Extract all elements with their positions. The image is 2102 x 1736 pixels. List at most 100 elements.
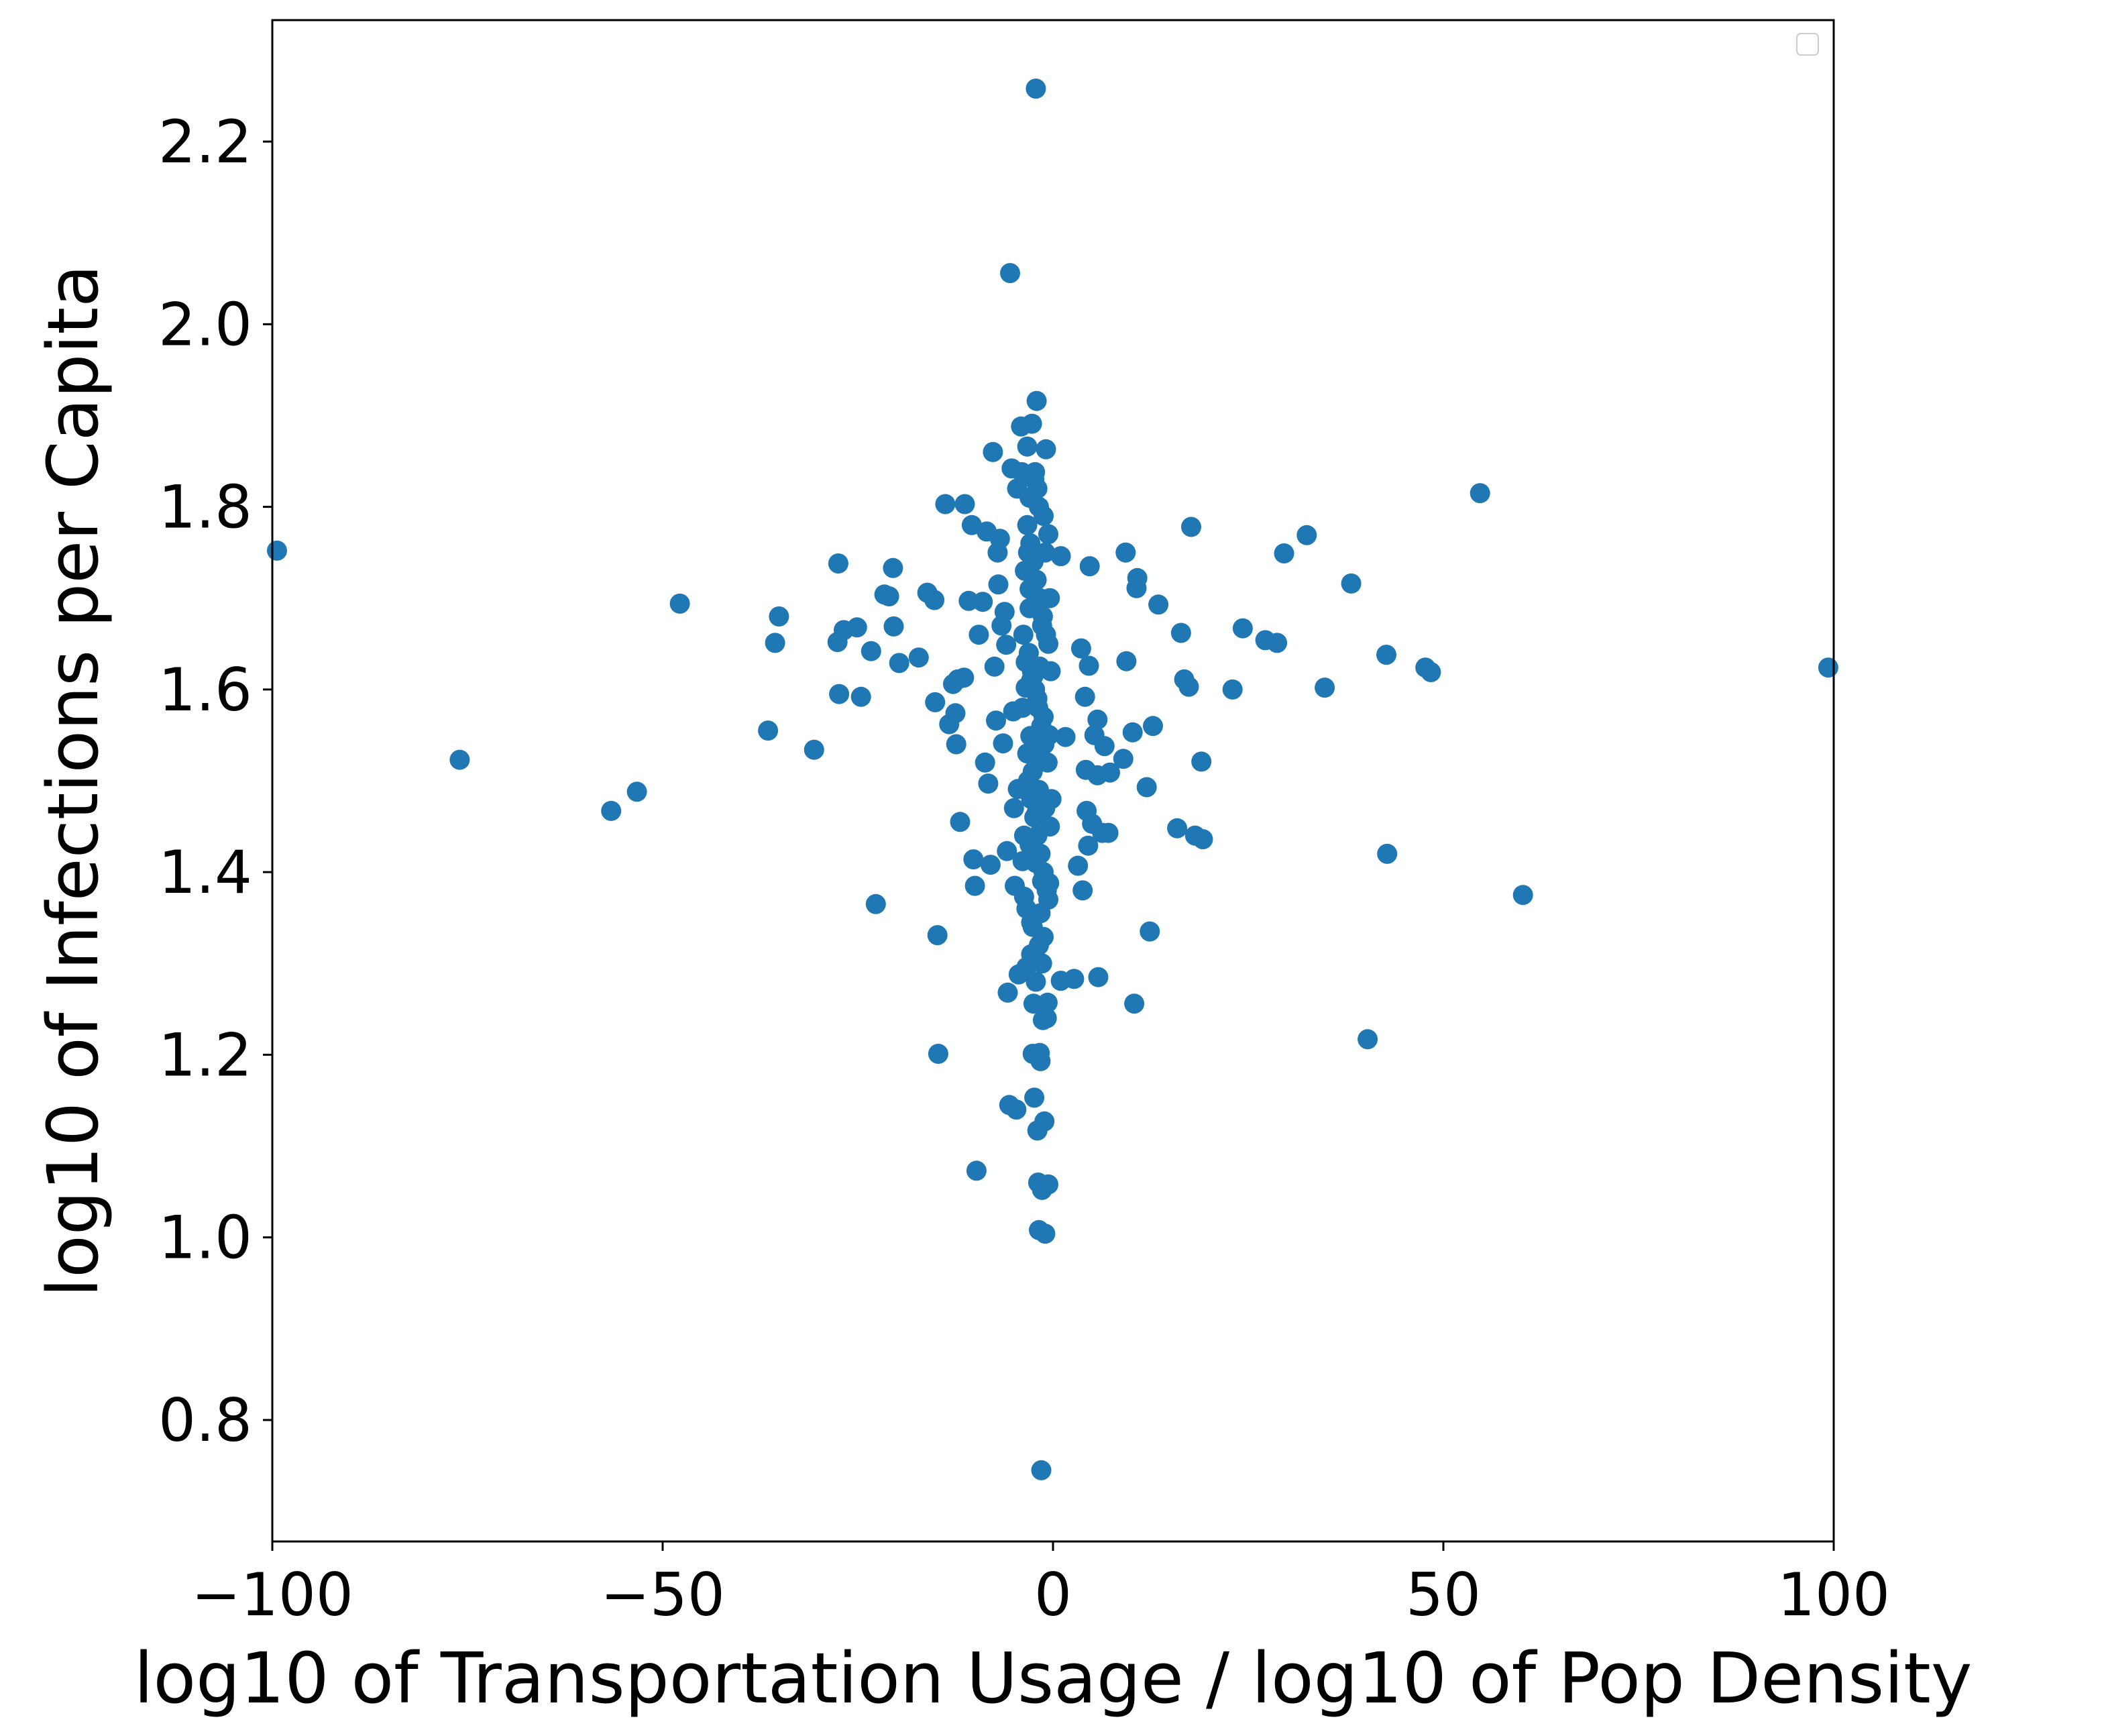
data-point [1079,556,1100,577]
data-point [1032,953,1052,974]
data-point [1037,992,1058,1013]
data-point [1170,622,1191,643]
data-point [1193,829,1213,850]
y-tick-label: 1.8 [158,473,252,542]
data-point [984,656,1005,677]
y-tick-label: 2.2 [158,107,252,176]
y-tick-label: 2.0 [158,290,252,359]
data-point [1036,1008,1057,1028]
data-point [1068,855,1089,876]
data-point [804,739,824,760]
data-point [1148,594,1169,615]
data-point [1038,633,1058,654]
data-point [1078,655,1099,676]
data-point [267,540,287,561]
plot-frame [271,19,1835,1543]
data-point [449,749,470,770]
data-point [601,800,622,821]
data-point [1026,971,1046,992]
data-point [1098,822,1119,843]
data-point [996,635,1017,655]
data-point [954,667,975,688]
data-point [963,849,984,870]
data-point [883,557,903,578]
data-point [1078,835,1099,856]
data-point [1031,1460,1052,1480]
data-point [1032,615,1052,636]
data-point [1006,1099,1027,1120]
data-point [966,1160,987,1181]
data-point [997,840,1017,861]
data-points [267,78,1838,1480]
data-point [1377,843,1398,864]
y-axis-ticks: 0.8 1.0 1.2 1.4 1.6 1.8 2.0 2.2 [158,107,272,1455]
data-point [1038,1174,1058,1195]
y-tick-label: 0.8 [158,1386,252,1455]
data-point [1421,662,1441,682]
data-point [1274,543,1294,563]
y-axis-label: log10 of Infections per Capita [32,264,114,1297]
data-point [1027,478,1048,499]
data-point [1035,542,1056,563]
data-point [1140,921,1160,942]
data-point [925,692,946,712]
data-point [1181,517,1201,537]
data-point [994,602,1015,622]
data-point [1072,880,1093,901]
data-point [1026,78,1046,99]
data-point [997,982,1018,1003]
data-point [1315,677,1335,698]
data-point [1017,514,1038,535]
data-point [1020,533,1041,554]
data-point [626,781,647,802]
data-point [765,633,785,653]
data-point [988,574,1009,595]
data-point [1026,390,1047,411]
data-point [1013,825,1034,846]
data-point [1024,1087,1045,1108]
data-point [1034,506,1054,527]
data-point [1030,656,1050,677]
data-point [1341,573,1362,594]
data-point [1296,525,1317,545]
data-point [1039,724,1060,745]
data-point [908,647,929,668]
y-tick-label: 1.4 [158,838,252,907]
data-point [1512,885,1533,906]
x-tick-label: 50 [1406,1560,1481,1629]
x-tick-label: 0 [1034,1560,1072,1629]
data-point [1041,789,1062,810]
data-point [769,606,789,627]
data-point [1376,645,1396,665]
x-tick-label: −100 [191,1560,353,1629]
data-point [1040,816,1060,837]
data-point [1029,935,1049,955]
data-point [950,812,971,832]
data-point [828,553,848,574]
data-point [1038,524,1058,545]
y-tick-label: 1.6 [158,655,252,724]
data-point [1143,716,1163,737]
data-point [850,686,871,707]
data-point [964,875,985,896]
data-point [846,617,867,638]
data-point [1028,748,1048,768]
data-point [1358,1029,1378,1050]
data-point [1032,871,1052,891]
data-point [1064,969,1085,989]
data-point [989,529,1010,549]
data-point [924,590,945,610]
data-point [1003,798,1024,818]
data-point [1034,1111,1055,1132]
data-point [1030,903,1051,924]
data-point [1113,749,1133,769]
data-point [954,494,975,514]
data-point [927,925,948,946]
data-point [1019,579,1040,600]
data-point [865,893,886,914]
data-point [935,494,956,514]
data-point [1026,853,1046,873]
data-point [758,720,779,741]
data-point [1036,439,1056,459]
data-point [1122,722,1143,743]
